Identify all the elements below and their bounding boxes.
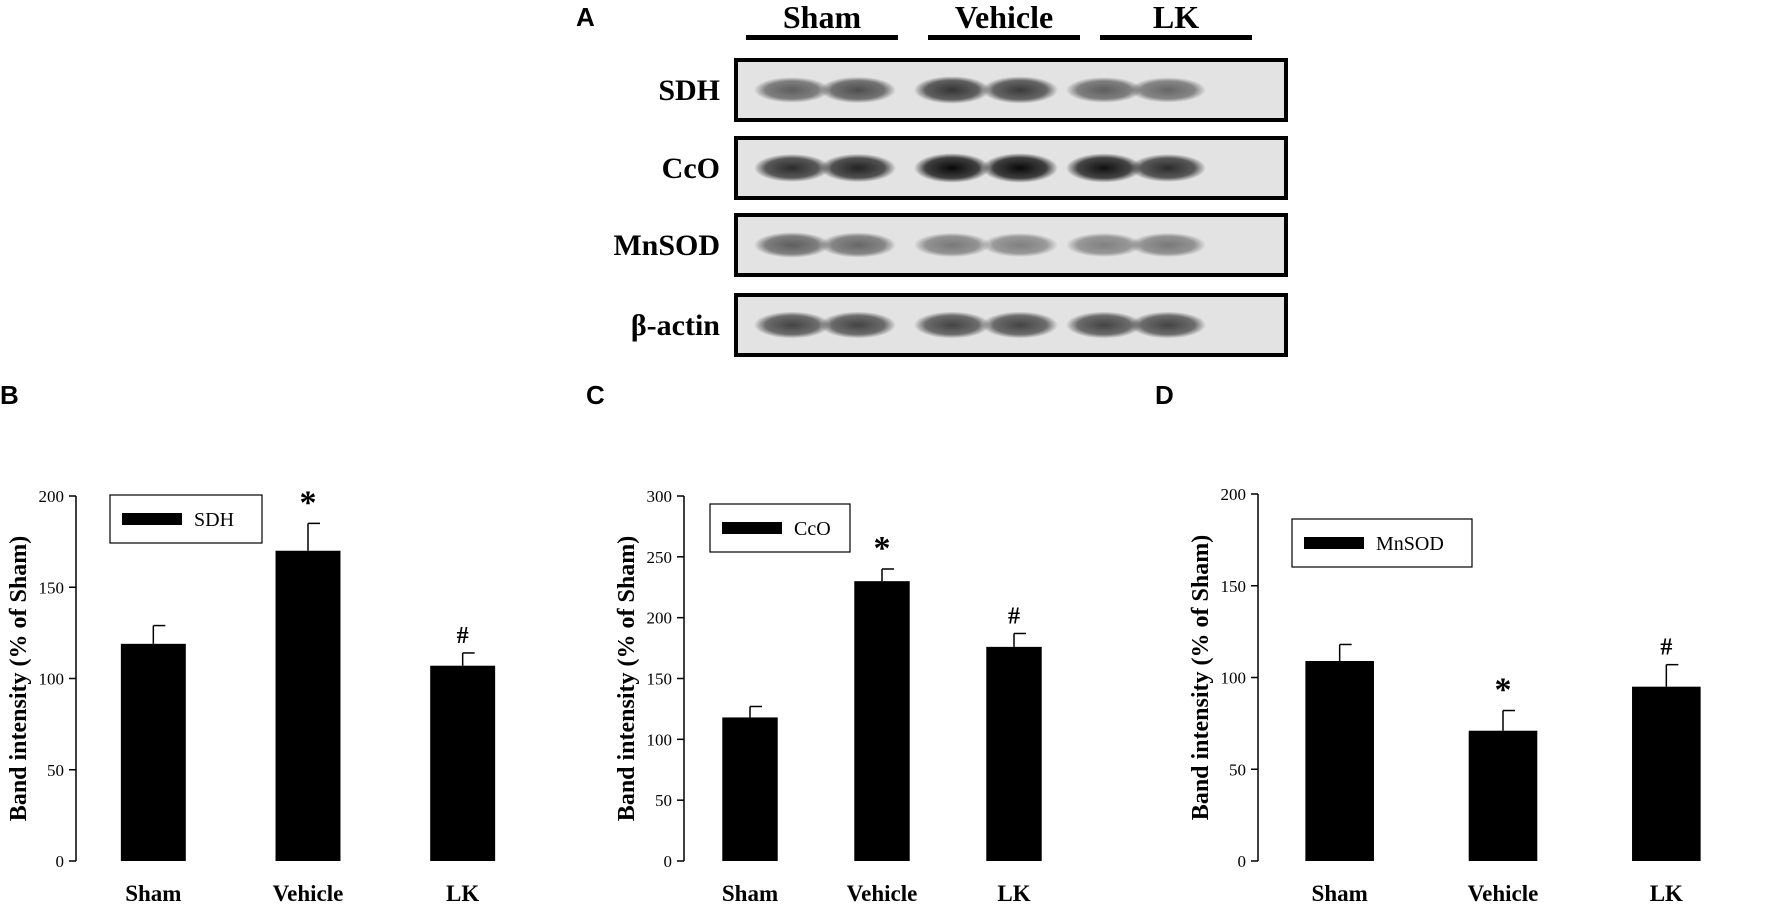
bar-sham — [722, 717, 778, 861]
bar-vehicle — [854, 581, 910, 861]
blot-band — [1130, 232, 1206, 258]
legend-swatch — [122, 513, 182, 525]
blot-band — [820, 311, 896, 339]
x-tick-label: Sham — [722, 881, 778, 906]
blot-band — [914, 232, 990, 258]
blot-band — [1066, 153, 1142, 183]
bar-lk — [1632, 686, 1701, 861]
blot-band — [982, 233, 1058, 257]
x-tick-label: LK — [446, 881, 479, 906]
blot-row-label: SDH — [658, 74, 720, 107]
blot-band — [820, 76, 896, 104]
y-tick-label: 150 — [1221, 577, 1247, 596]
panel-letter-b: B — [0, 380, 19, 410]
x-tick-label: Vehicle — [273, 881, 344, 906]
x-tick-label: Vehicle — [1468, 881, 1539, 906]
bar-lk — [986, 646, 1042, 861]
y-tick-label: 200 — [39, 487, 65, 506]
blot-band — [1066, 311, 1142, 339]
blot-band — [820, 153, 896, 183]
blot-band — [754, 77, 830, 103]
legend-label: SDH — [194, 509, 234, 531]
blot-row-0: SDH — [658, 58, 1288, 122]
bar-lk — [430, 665, 496, 861]
significance-mark: # — [1660, 635, 1672, 661]
bar-vehicle — [1468, 730, 1538, 861]
y-tick-label: 0 — [1238, 852, 1247, 871]
y-tick-label: 0 — [56, 852, 65, 871]
y-tick-label: 300 — [647, 487, 673, 506]
blot-band — [982, 311, 1058, 339]
blot-band — [1066, 77, 1142, 103]
x-tick-label: Sham — [1312, 881, 1368, 906]
y-tick-label: 0 — [664, 852, 673, 871]
y-tick-label: 50 — [1229, 760, 1246, 779]
legend-swatch — [1304, 537, 1364, 549]
y-tick-label: 100 — [647, 730, 673, 749]
chart-sdh: 0 50 100 150 200 Band intensity (% of Sham) Sh… — [6, 484, 496, 906]
legend: SDH — [109, 494, 263, 544]
blot-row-label: MnSOD — [613, 229, 720, 262]
chart-cco: 0 50 100 150 200 250 300 Band intensity (% of S… — [614, 487, 1042, 906]
blot-group-bar-0 — [746, 35, 898, 40]
y-tick-label: 100 — [39, 670, 65, 689]
y-axis-label: Band intensity (% of Sham) — [1188, 535, 1214, 820]
legend: CcO — [709, 503, 851, 553]
blot-row-3: β-actin — [631, 293, 1288, 357]
western-blot: Sham Vehicle LK SDH CcO MnSOD β-actin — [613, 0, 1288, 357]
legend-swatch — [722, 522, 782, 534]
significance-mark: * — [874, 530, 891, 567]
y-tick-label: 50 — [47, 761, 64, 780]
blot-band — [1130, 311, 1206, 339]
blot-row-2: MnSOD — [613, 213, 1288, 277]
blot-band — [982, 153, 1058, 183]
blot-band — [754, 154, 830, 182]
blot-band — [1130, 154, 1206, 182]
y-tick-label: 150 — [647, 670, 673, 689]
y-tick-label: 100 — [1221, 669, 1247, 688]
blot-group-label-2: LK — [1153, 0, 1199, 35]
legend-label: MnSOD — [1376, 533, 1444, 555]
panel-letter-d: D — [1155, 380, 1174, 410]
bar-vehicle — [275, 550, 341, 861]
blot-band — [754, 311, 830, 339]
blot-band — [982, 76, 1058, 104]
blot-group-bar-2 — [1100, 35, 1252, 40]
blot-row-1: CcO — [662, 136, 1288, 200]
significance-mark: * — [1495, 672, 1512, 709]
blot-group-bar-1 — [928, 35, 1080, 40]
significance-mark: # — [457, 623, 469, 649]
y-tick-label: 200 — [647, 609, 673, 628]
blot-band — [914, 76, 990, 104]
panel-letter-c: C — [586, 380, 605, 410]
blot-group-label-1: Vehicle — [955, 0, 1053, 35]
y-tick-label: 200 — [1221, 485, 1247, 504]
bar-sham — [1305, 660, 1374, 861]
legend-label: CcO — [794, 518, 831, 540]
x-tick-label: LK — [1650, 881, 1683, 906]
blot-band — [914, 153, 990, 183]
x-tick-label: Sham — [125, 881, 181, 906]
blot-band — [820, 232, 896, 258]
blot-band — [1066, 233, 1142, 257]
y-axis-label: Band intensity (% of Sham) — [614, 536, 640, 821]
bar-sham — [120, 643, 186, 861]
y-tick-label: 250 — [647, 548, 673, 567]
blot-band — [914, 311, 990, 339]
blot-row-label: β-actin — [631, 309, 720, 342]
blot-group-label-0: Sham — [783, 0, 862, 35]
y-tick-label: 150 — [39, 578, 65, 597]
panel-letter-a: A — [576, 2, 595, 32]
blot-band — [754, 232, 830, 258]
x-tick-label: Vehicle — [847, 881, 918, 906]
blot-row-label: CcO — [662, 152, 720, 185]
y-tick-label: 50 — [655, 791, 672, 810]
legend: MnSOD — [1291, 518, 1473, 568]
blot-band — [1130, 77, 1206, 103]
chart-mnsod: 0 50 100 150 200 Band intensity (% of Sham) Sh… — [1188, 485, 1701, 906]
significance-mark: # — [1008, 603, 1020, 629]
x-tick-label: LK — [997, 881, 1030, 906]
y-axis-label: Band intensity (% of Sham) — [6, 536, 32, 821]
significance-mark: * — [300, 484, 317, 521]
